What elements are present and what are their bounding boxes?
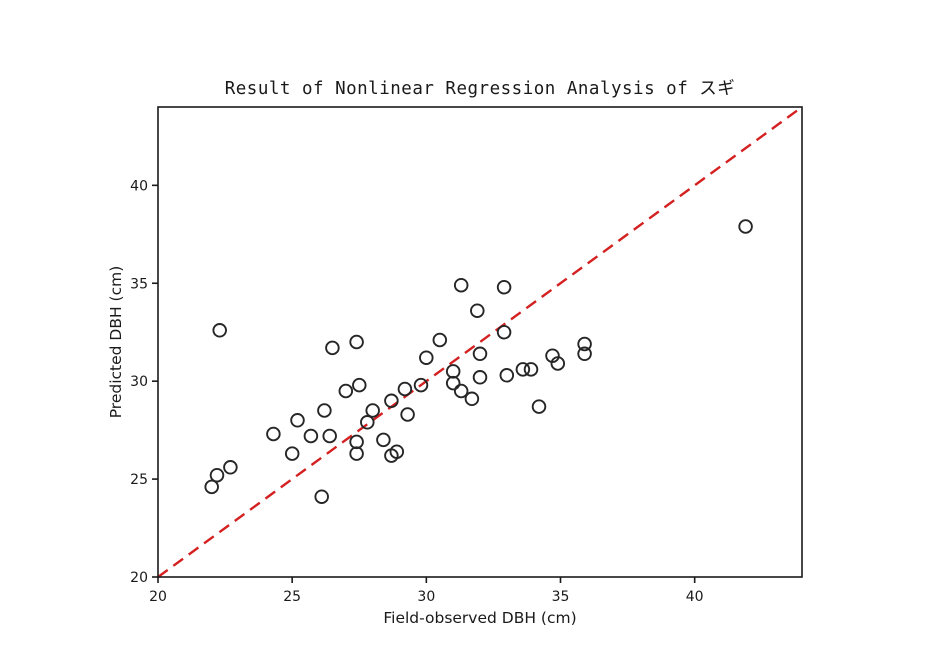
y-tick-label: 20: [130, 570, 148, 586]
scatter-point: [472, 346, 488, 362]
scatter-point: [738, 219, 753, 234]
scatter-point: [496, 324, 512, 340]
scatter-point: [212, 323, 227, 338]
y-tick-label: 35: [130, 276, 148, 292]
scatter-point: [349, 446, 364, 461]
scatter-point: [577, 346, 592, 362]
identity-line-layer: [157, 106, 803, 578]
x-tick-label: 30: [417, 589, 435, 605]
scatter-point: [290, 413, 305, 428]
scatter-point: [314, 489, 329, 504]
scatter-point: [432, 332, 448, 348]
scatter-point: [464, 391, 480, 407]
scatter-points-layer: [204, 219, 753, 504]
scatter-point: [499, 368, 515, 383]
x-tick-label: 35: [552, 589, 570, 605]
scatter-point: [365, 403, 380, 418]
scatter-point: [470, 303, 485, 318]
scatter-point: [496, 279, 512, 295]
scatter-point: [209, 467, 225, 483]
scatter-point: [445, 375, 461, 391]
scatter-point: [472, 370, 488, 385]
y-tick-label: 25: [130, 472, 148, 488]
scatter-point: [376, 432, 391, 448]
scatter-point: [349, 434, 364, 450]
identity-line: [157, 106, 803, 578]
x-tick-label: 25: [283, 589, 301, 605]
scatter-point: [531, 399, 547, 414]
scatter-point: [352, 377, 367, 393]
scatter-point: [419, 350, 434, 365]
scatter-point: [266, 426, 281, 442]
scatter-point: [325, 340, 340, 356]
scatter-point: [550, 356, 566, 371]
scatter-point: [413, 377, 429, 393]
scatter-point: [400, 407, 415, 422]
scatter-point: [453, 277, 469, 293]
scatter-point: [577, 336, 592, 352]
scatter-point: [204, 479, 219, 495]
x-axis-label: Field-observed DBH (cm): [383, 609, 576, 627]
scatter-point: [445, 364, 461, 379]
x-tick-label: 20: [149, 589, 167, 605]
plot-border: [157, 106, 803, 578]
scatter-point: [523, 362, 539, 377]
scatter-point: [384, 393, 399, 409]
y-tick-label: 40: [130, 178, 148, 194]
x-tick-label: 40: [686, 589, 704, 605]
scatter-point: [453, 383, 469, 399]
axes-layer: [157, 106, 803, 578]
chart-title: Result of Nonlinear Regression Analysis …: [225, 79, 736, 99]
scatter-point: [349, 334, 364, 350]
tick-layer: 20 25 30 35 40 20 25 30 35 40: [130, 178, 703, 605]
scatter-point: [303, 428, 319, 444]
scatter-point: [389, 444, 405, 459]
y-tick-label: 30: [130, 374, 148, 390]
scatter-point: [360, 415, 375, 430]
scatter-point: [322, 428, 337, 444]
scatter-point: [338, 383, 354, 399]
scatter-point: [223, 460, 238, 475]
scatter-point: [397, 381, 413, 397]
scatter-point: [284, 446, 300, 461]
scatter-point: [515, 362, 531, 377]
y-axis-label: Predicted DBH (cm): [107, 266, 125, 419]
scatter-point: [317, 403, 332, 418]
